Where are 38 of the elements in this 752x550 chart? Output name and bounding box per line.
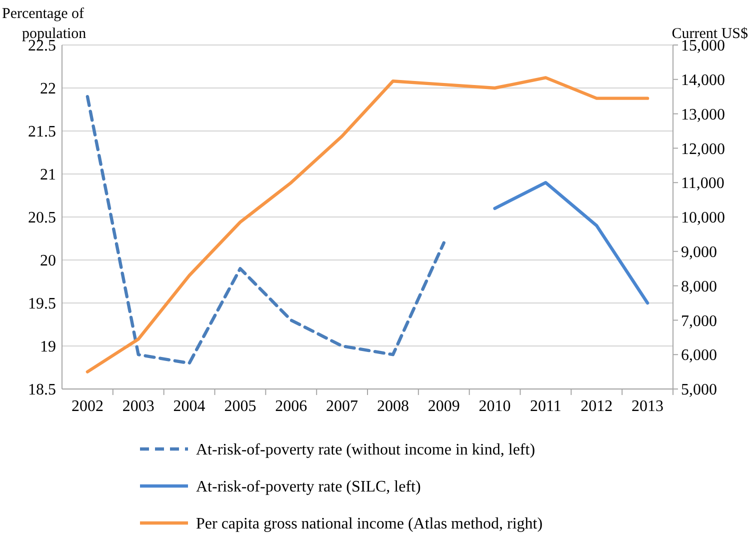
y2-tick-label: 7,000 [681, 312, 717, 330]
x-tick-label: 2003 [122, 398, 154, 415]
x-tick-label: 2002 [71, 398, 104, 415]
legend-label: At-risk-of-poverty rate (without income in kind, left) [196, 442, 536, 459]
y2-tick-label: 11,000 [681, 175, 724, 192]
y-axis-title: Percentage of population [2, 6, 87, 42]
y-tick-label: 21 [40, 166, 56, 184]
y2-tick-label: 8,000 [681, 278, 717, 296]
y-tick-label: 21.5 [28, 124, 56, 141]
x-tick-label: 2008 [376, 398, 409, 415]
y-tick-label: 20.5 [28, 210, 56, 227]
x-tick-label: 2006 [275, 398, 308, 415]
x-tick-label: 2011 [530, 398, 562, 415]
legend-label: Per capita gross national income (Atlas method, right) [196, 516, 543, 533]
y2-tick-label: 5,000 [681, 382, 717, 399]
y-tick-label: 19 [40, 338, 56, 356]
y2-tick-label: 9,000 [681, 244, 717, 261]
y2-tick-label: 14,000 [681, 72, 725, 89]
y2-tick-label: 12,000 [681, 140, 725, 158]
x-tick-label: 2009 [428, 398, 460, 415]
line-series [493, 181, 650, 305]
x-tick-label: 2012 [580, 398, 613, 415]
x-tick-label: 2013 [632, 398, 664, 415]
y-tick-label: 19.5 [28, 296, 56, 313]
x-tick-label: 2010 [478, 398, 511, 415]
y2-tick-label: 15,000 [681, 38, 725, 55]
line-series [86, 95, 446, 365]
y2-tick-label: 10,000 [681, 210, 725, 227]
x-tick-label: 2007 [326, 398, 358, 415]
y-tick-label: 20 [40, 252, 56, 270]
y-tick-label: 22 [40, 80, 56, 98]
x-tick-label: 2005 [224, 398, 256, 415]
y2-tick-label: 6,000 [681, 347, 717, 364]
y2-tick-label: 13,000 [681, 106, 725, 124]
x-tick-label: 2004 [173, 398, 206, 415]
y-tick-label: 18.5 [28, 382, 56, 399]
legend-label: At-risk-of-poverty rate (SILC, left) [196, 478, 421, 496]
line-series [86, 76, 650, 374]
